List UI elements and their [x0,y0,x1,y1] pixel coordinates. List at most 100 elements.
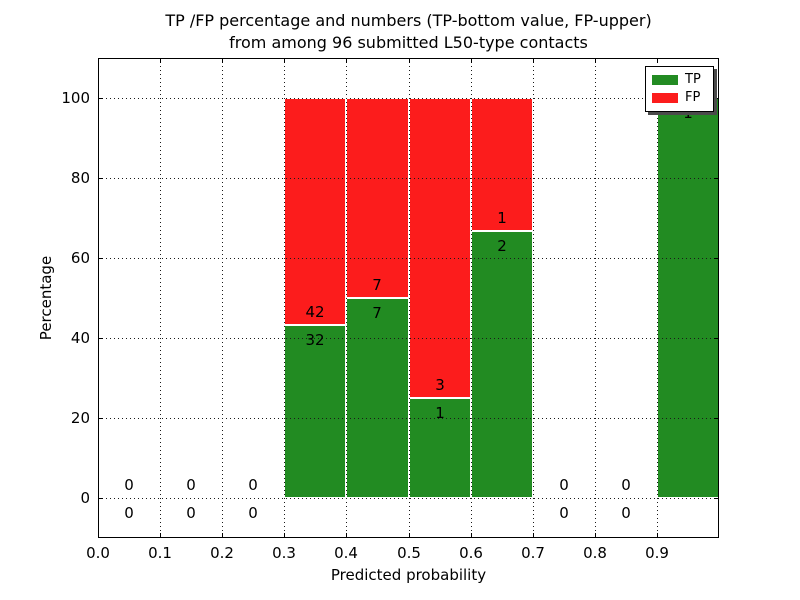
bar-segment-tp [346,298,409,498]
y-tick-label: 100 [61,89,90,107]
v-gridline [160,58,161,538]
plot-frame [98,58,719,538]
x-tick-mark [595,533,596,538]
bar-segment-fp [471,98,533,231]
bar-segment-fp [346,98,409,298]
chart-title-line-1: TP /FP percentage and numbers (TP-bottom… [165,11,652,30]
count-label-tp: 0 [124,504,134,522]
count-label-tp: 1 [435,404,445,422]
h-gridline [98,258,719,259]
y-tick-mark [714,338,719,339]
x-tick-mark [657,533,658,538]
x-tick-mark [657,58,658,63]
y-tick-label: 60 [70,249,90,267]
x-tick-mark [222,58,223,63]
v-gridline [595,58,596,538]
count-label-fp: 42 [305,303,325,321]
y-tick-label: 40 [70,329,90,347]
x-tick-label: 0.9 [645,544,669,562]
count-label-tp: 1 [683,104,693,122]
y-tick-mark [98,98,103,99]
x-tick-label: 0.6 [459,544,483,562]
count-label-fp: 0 [124,476,134,494]
y-tick-mark [714,258,719,259]
x-tick-mark [471,58,472,63]
y-tick-mark [98,178,103,179]
legend-label-tp: TP [685,72,701,87]
x-tick-mark [409,533,410,538]
x-axis-label: Predicted probability [330,566,487,584]
h-gridline [98,498,719,499]
count-label-tp: 0 [248,504,258,522]
x-tick-mark [346,58,347,63]
count-label-fp: 0 [559,476,569,494]
bar-segment-tp [471,231,533,498]
count-label-tp: 32 [305,331,325,349]
count-label-tp: 0 [186,504,196,522]
h-gridline [98,98,719,99]
h-gridline [98,178,719,179]
count-label-fp: 3 [435,376,445,394]
bar-segment-tp [657,98,719,498]
y-tick-label: 80 [70,169,90,187]
x-tick-mark [346,533,347,538]
count-label-tp: 0 [621,504,631,522]
count-label-tp: 2 [497,237,507,255]
fp-swatch-icon [652,93,678,103]
legend-item-fp: FP [652,91,707,105]
h-gridline [98,418,719,419]
y-tick-mark [714,178,719,179]
y-tick-mark [98,338,103,339]
y-tick-mark [98,498,103,499]
y-tick-label: 20 [70,409,90,427]
x-tick-label: 0.4 [334,544,358,562]
x-tick-label: 0.5 [397,544,421,562]
x-tick-mark [160,533,161,538]
count-label-fp: 0 [248,476,258,494]
y-tick-mark [714,498,719,499]
count-label-fp: 1 [497,209,507,227]
v-gridline [533,58,534,538]
x-tick-mark [533,533,534,538]
count-label-fp: 0 [186,476,196,494]
count-label-fp: 7 [372,276,382,294]
bar-segment-fp [409,98,471,398]
x-tick-mark [471,533,472,538]
x-tick-label: 0.7 [521,544,545,562]
chart-title-line-2: from among 96 submitted L50-type contact… [229,33,588,52]
v-gridline [346,58,347,538]
v-gridline [409,58,410,538]
tp-swatch-icon [652,75,678,85]
x-tick-mark [409,58,410,63]
x-tick-mark [222,533,223,538]
count-label-fp: 0 [621,476,631,494]
x-tick-label: 0.0 [86,544,110,562]
count-label-tp: 7 [372,304,382,322]
y-tick-mark [714,98,719,99]
x-tick-label: 0.2 [210,544,234,562]
y-tick-mark [714,418,719,419]
x-tick-mark [160,58,161,63]
x-tick-label: 0.1 [148,544,172,562]
v-gridline [657,58,658,538]
h-gridline [98,338,719,339]
count-label-tp: 0 [559,504,569,522]
legend-item-tp: TP [652,73,707,87]
v-gridline [471,58,472,538]
y-tick-label: 0 [80,489,90,507]
x-tick-mark [595,58,596,63]
x-tick-mark [284,533,285,538]
bar-segment-tp [284,325,346,498]
legend-label-fp: FP [685,90,701,105]
x-tick-mark [533,58,534,63]
x-tick-mark [284,58,285,63]
x-tick-label: 0.8 [583,544,607,562]
y-tick-mark [98,418,103,419]
v-gridline [284,58,285,538]
chart-title: TP /FP percentage and numbers (TP-bottom… [98,10,719,54]
legend: TP FP [645,66,714,112]
bar-segment-tp [409,398,471,498]
x-tick-label: 0.3 [272,544,296,562]
